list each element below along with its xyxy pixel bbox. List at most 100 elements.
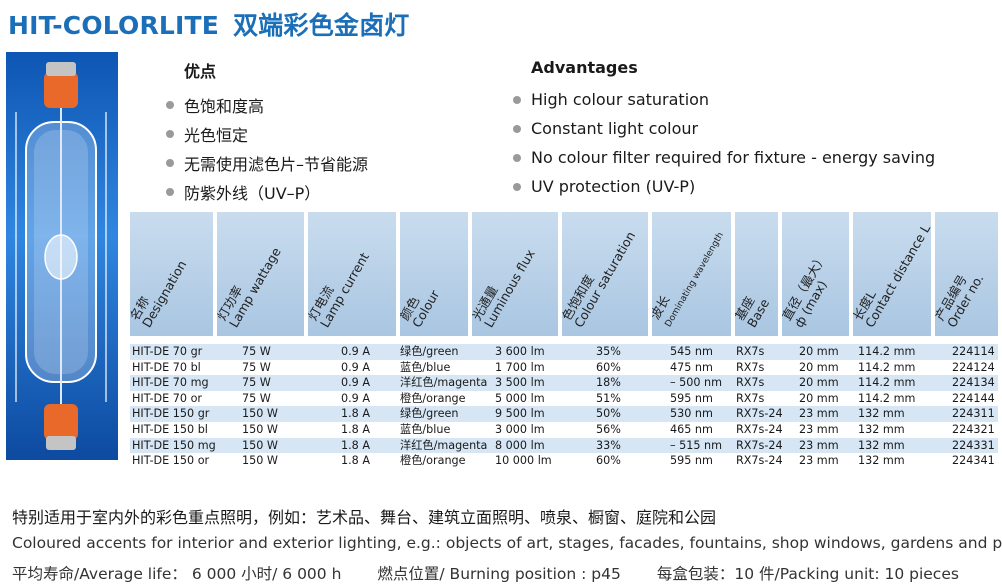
cell-base: RX7s (736, 345, 765, 358)
cell-lamp-current: 0.9 A (341, 391, 371, 405)
cell-contact-distance: 132 mm (858, 422, 905, 436)
bullet-icon (513, 182, 521, 191)
advantage-cn-text: 色饱和度高 (184, 96, 265, 116)
cell-colour: 洋红色/magenta (400, 376, 488, 390)
cell-colour: 橙色/orange (400, 454, 466, 468)
cell-luminous-flux: 1 700 lm (495, 360, 545, 374)
advantages-cn: 优点 色饱和度高 光色恒定 无需使用滤色片–节省能源 防紫外线（UV–P） (166, 58, 368, 206)
cell-luminous-flux: 8 000 lm (495, 438, 545, 452)
table-row: HIT-DE 70 mg 75 W 0.9 A 洋红色/magenta 3 500 lm… (130, 375, 998, 391)
advantage-en-item: No colour filter required for fixture - … (513, 143, 935, 172)
cell-lamp-current: 1.8 A (341, 438, 371, 452)
table-row: HIT-DE 70 or 75 W 0.9 A 橙色/orange 5 000 lm 51… (130, 391, 998, 407)
cell-contact-distance: 132 mm (858, 454, 905, 468)
lamp-illustration (15, 62, 107, 450)
advantages-cn-heading: 优点 (184, 62, 217, 81)
cell-base: RX7s (736, 376, 765, 390)
cell-base: RX7s (736, 391, 765, 405)
advantage-cn-item: 无需使用滤色片–节省能源 (166, 148, 368, 177)
cell-lamp-wattage: 150 W (242, 407, 278, 421)
cell-base: RX7s-24 (736, 454, 783, 468)
cell-wavelength: 475 nm (670, 360, 713, 374)
bullet-icon (513, 153, 521, 162)
cell-base: RX7s-24 (736, 422, 783, 436)
cell-lamp-wattage: 150 W (242, 454, 278, 468)
advantage-cn-text: 光色恒定 (184, 125, 249, 145)
footer: 平均寿命/Average life： 6 000 小时/ 6 000 h 燃点位置… (12, 562, 995, 584)
header-colour-saturation: 色饱和度 Colour saturation (562, 212, 648, 336)
cell-order-no: 224124 (952, 360, 995, 374)
header-order-no: 产品编号 Order no. (935, 212, 998, 336)
cell-colour: 绿色/green (400, 345, 459, 358)
cell-designation: HIT-DE 150 bl (132, 422, 208, 436)
advantage-cn-text: 防紫外线（UV–P） (184, 183, 321, 203)
cell-contact-distance: 114.2 mm (858, 345, 916, 358)
cell-colour-saturation: 33% (596, 438, 621, 452)
cell-lamp-current: 0.9 A (341, 345, 371, 358)
cell-diameter: 23 mm (799, 407, 839, 421)
cell-diameter: 20 mm (799, 360, 839, 374)
table-row: HIT-DE 150 gr 150 W 1.8 A 绿色/green 9 500 lm 5… (130, 406, 998, 422)
cell-luminous-flux: 3 000 lm (495, 422, 545, 436)
bullet-icon (166, 158, 174, 167)
advantage-en-text: Constant light colour (531, 119, 699, 138)
cell-designation: HIT-DE 150 mg (132, 438, 216, 452)
cell-order-no: 224311 (952, 407, 995, 421)
page-title: HIT-COLORLITE 双端彩色金卤灯 (8, 6, 410, 42)
header-diameter: 直径（最大） ф (max) (782, 212, 849, 336)
cell-order-no: 224331 (952, 438, 995, 452)
table-row: HIT-DE 70 gr 75 W 0.9 A 绿色/green 3 600 lm 35%… (130, 344, 998, 360)
cell-diameter: 20 mm (799, 345, 839, 358)
cell-lamp-wattage: 75 W (242, 345, 271, 358)
cell-designation: HIT-DE 150 gr (132, 407, 210, 421)
cell-lamp-wattage: 150 W (242, 422, 278, 436)
cell-luminous-flux: 9 500 lm (495, 407, 545, 421)
table-header: 名称 Designation 灯功率 Lamp wattage 灯电流 Lamp curr… (130, 212, 998, 336)
cell-lamp-wattage: 75 W (242, 376, 271, 390)
cell-diameter: 23 mm (799, 438, 839, 452)
cell-base: RX7s (736, 360, 765, 374)
advantage-en-item: UV protection (UV-P) (513, 172, 935, 201)
cell-colour: 洋红色/magenta (400, 438, 488, 452)
cell-order-no: 224321 (952, 422, 995, 436)
cell-colour-saturation: 50% (596, 407, 621, 421)
cell-order-no: 224114 (952, 345, 995, 358)
cell-wavelength: 530 nm (670, 407, 713, 421)
cell-wavelength: 465 nm (670, 422, 713, 436)
cell-lamp-wattage: 150 W (242, 438, 278, 452)
cell-colour-saturation: 51% (596, 391, 621, 405)
cell-luminous-flux: 10 000 lm (495, 454, 552, 468)
cell-diameter: 23 mm (799, 422, 839, 436)
cell-designation: HIT-DE 150 or (132, 454, 210, 468)
cell-colour-saturation: 18% (596, 376, 621, 390)
advantage-cn-item: 防紫外线（UV–P） (166, 177, 368, 206)
advantage-en-text: High colour saturation (531, 90, 710, 109)
cell-contact-distance: 114.2 mm (858, 360, 916, 374)
cell-colour: 绿色/green (400, 407, 459, 421)
cell-colour: 橙色/orange (400, 391, 466, 405)
cell-lamp-wattage: 75 W (242, 360, 271, 374)
advantage-cn-item: 光色恒定 (166, 119, 368, 148)
advantage-en-item: Constant light colour (513, 114, 935, 143)
cell-order-no: 224144 (952, 391, 995, 405)
cell-colour: 蓝色/blue (400, 360, 451, 374)
cell-wavelength: 545 nm (670, 345, 713, 358)
cell-wavelength: 595 nm (670, 391, 713, 405)
cell-colour-saturation: 56% (596, 422, 621, 436)
bullet-icon (166, 187, 174, 196)
advantage-cn-text: 无需使用滤色片–节省能源 (184, 154, 369, 174)
bullet-icon (166, 100, 174, 109)
bullet-icon (513, 95, 521, 104)
cell-lamp-current: 0.9 A (341, 376, 371, 390)
burning-position: 燃点位置/ Burning position : p45 (377, 565, 621, 583)
cell-order-no: 224134 (952, 376, 995, 390)
cell-base: RX7s-24 (736, 407, 783, 421)
cell-lamp-current: 0.9 A (341, 360, 371, 374)
cell-colour-saturation: 60% (596, 454, 621, 468)
cell-contact-distance: 114.2 mm (858, 391, 916, 405)
cell-designation: HIT-DE 70 mg (132, 376, 209, 390)
header-lamp-wattage: 灯功率 Lamp wattage (217, 212, 304, 336)
advantage-en-text: UV protection (UV-P) (531, 177, 696, 196)
table-row: HIT-DE 150 mg 150 W 1.8 A 洋红色/magenta 8 000 … (130, 437, 998, 454)
cell-luminous-flux: 5 000 lm (495, 391, 545, 405)
